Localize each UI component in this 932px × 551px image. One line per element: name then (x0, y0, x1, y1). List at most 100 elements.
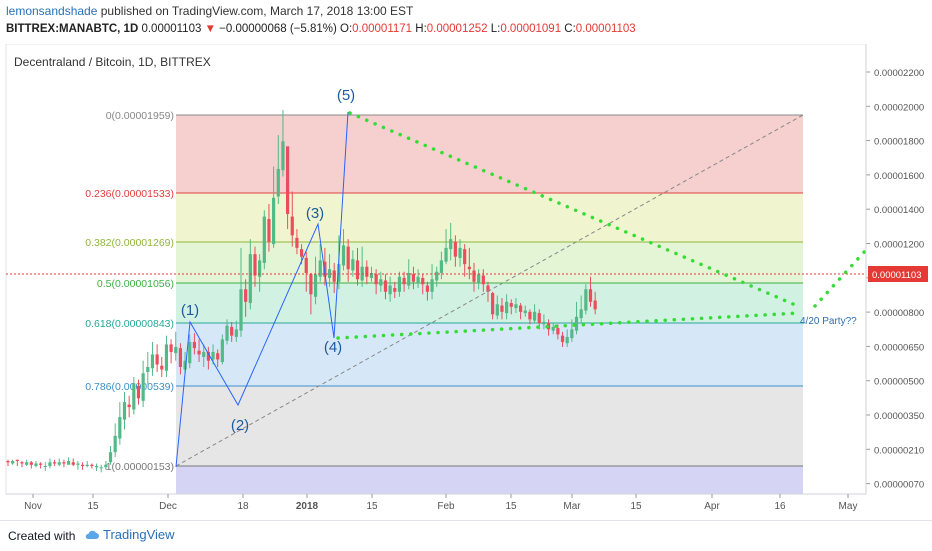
candle-body (108, 452, 113, 463)
x-tick-label: 18 (237, 501, 249, 512)
open-label: O: (340, 23, 353, 35)
candle-body (76, 463, 80, 465)
price-chart[interactable]: Decentraland / Bitcoin, 1D, BITTREX 0(0.… (0, 44, 932, 520)
published-text: published on TradingView.com, March 17, … (100, 4, 414, 18)
x-tick-label: Nov (24, 501, 42, 512)
fib-trend-line (175, 114, 804, 467)
x-axis[interactable]: Nov 15 Dec 18 2018 15 Feb 15 Mar 15 Apr 16 May (6, 493, 866, 512)
candle-body (53, 462, 57, 464)
candle-body (141, 373, 145, 401)
candle-body (593, 300, 597, 310)
candle-body (472, 270, 476, 282)
candle-body (393, 288, 397, 292)
candle-body (202, 351, 206, 357)
drawings: (1) (2) (3) (4) (5) 4/20 Party?? (6, 87, 868, 468)
candle-body (66, 461, 71, 465)
x-tick-label: 15 (630, 501, 642, 512)
candle-body (556, 328, 560, 335)
candle-body (309, 274, 313, 295)
y-axis[interactable]: 0.00002200 0.00002000 0.00001800 0.00001600… (865, 44, 928, 494)
candle-body (122, 402, 127, 420)
candle-body (416, 276, 420, 283)
candle-body (104, 464, 108, 468)
created-with-text: Created with (8, 529, 76, 543)
candle-body (239, 289, 243, 331)
y-tick-label: 0.00001800 (874, 137, 924, 148)
candle-body (48, 462, 52, 467)
publish-line: lemonsandshade published on TradingView.… (6, 4, 413, 18)
candle-body (15, 459, 19, 461)
candle-body (481, 275, 485, 285)
x-tick-label: Dec (159, 501, 177, 512)
candle-body (491, 293, 495, 315)
candle-body (244, 289, 248, 302)
y-tick-label: 0.00002000 (874, 102, 924, 113)
candle-body (542, 321, 546, 325)
tradingview-brand[interactable]: TradingView (103, 527, 175, 542)
fib-band (176, 466, 803, 494)
candle-body (463, 249, 467, 265)
candle-body (85, 464, 89, 467)
publisher-link[interactable]: lemonsandshade (6, 4, 98, 18)
candle-body (574, 316, 579, 331)
x-tick-label: 15 (366, 501, 378, 512)
candle-body (355, 260, 360, 280)
fib-band (176, 193, 803, 242)
y-tick-label: 0.00000500 (874, 377, 924, 388)
y-tick-label: 0.00000800 (874, 308, 924, 319)
candle-body (565, 336, 569, 344)
candle-body (225, 325, 229, 341)
candle-body (467, 266, 471, 270)
candle-body (486, 285, 490, 292)
candle-body (351, 259, 355, 271)
candle-body (220, 339, 224, 362)
last-price: 0.00001103 (141, 23, 202, 35)
fib-band (176, 242, 803, 283)
x-tick-label: Feb (437, 501, 455, 512)
candle-body (402, 277, 406, 285)
candles (6, 110, 597, 473)
candle-body (514, 304, 518, 309)
candle-body (127, 404, 131, 408)
candle-body (411, 274, 416, 282)
candle-body (230, 326, 234, 336)
candle-body (458, 247, 462, 258)
candle-body (174, 346, 178, 354)
close-value: 0.00001103 (575, 23, 636, 35)
candle-body (113, 435, 117, 453)
low-value: 0.00001091 (500, 23, 562, 35)
price-change: −0.00000068 (−5.81%) (219, 23, 337, 35)
y-tick-label: 0.00001600 (874, 171, 924, 182)
wave-label: (1) (181, 302, 199, 319)
candle-body (169, 344, 173, 352)
candle-body (281, 141, 285, 171)
open-value: 0.00001171 (352, 23, 413, 35)
footer: Created with TradingView (0, 520, 932, 551)
candle-body (519, 305, 523, 312)
fib-level-label: 0.236(0.00001533) (85, 188, 174, 200)
candle-body (43, 466, 47, 468)
candle-body (397, 276, 402, 292)
candle-body (537, 313, 541, 324)
candle-body (183, 360, 187, 370)
candle-body (528, 311, 532, 320)
candle-body (99, 467, 103, 469)
candle-body (560, 335, 565, 342)
candle-body (62, 462, 66, 464)
candle-body (188, 341, 192, 364)
low-label: L: (490, 23, 501, 35)
candle-body (379, 279, 383, 286)
candle-body (71, 462, 75, 465)
candle-body (588, 289, 593, 302)
candle-body (327, 269, 332, 278)
candle-body (313, 274, 318, 297)
wave-label: (5) (337, 87, 355, 104)
wave-label: (4) (324, 339, 342, 356)
price-tag (868, 266, 928, 282)
candle-body (155, 354, 159, 365)
candle-body (444, 247, 448, 262)
upper-trend-line (348, 111, 802, 309)
candle-body (90, 464, 94, 467)
close-label: C: (564, 23, 576, 35)
wave-label: (2) (231, 417, 249, 434)
